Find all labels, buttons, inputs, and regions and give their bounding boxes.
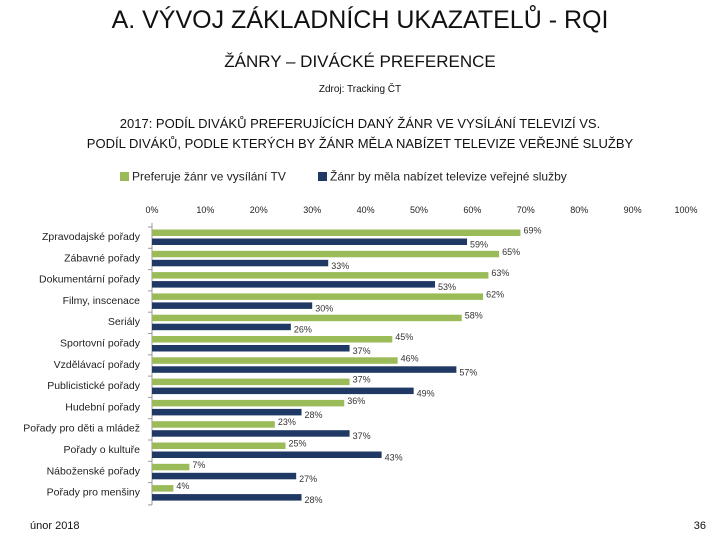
category-label: Seriály — [108, 316, 141, 328]
legend-label-preferuje: Preferuje žánr ve vysílání TV — [132, 170, 286, 184]
bar-preferuje — [152, 336, 393, 343]
data-label-preferuje: 23% — [278, 417, 296, 427]
data-label-verejna-sluzba: 37% — [353, 346, 371, 356]
data-label-verejna-sluzba: 30% — [315, 303, 333, 313]
x-tick-label: 40% — [357, 205, 375, 215]
bar-preferuje — [152, 314, 462, 322]
data-label-verejna-sluzba: 28% — [305, 410, 323, 420]
bar-preferuje — [152, 357, 398, 364]
source-note: Zdroj: Tracking ČT — [318, 84, 402, 95]
data-label-preferuje: 37% — [353, 375, 371, 385]
category-label: Zpravodajské pořady — [42, 231, 141, 243]
bar-verejna-sluzba — [152, 472, 297, 480]
category-label: Pořady pro menšiny — [47, 487, 141, 499]
data-label-verejna-sluzba: 28% — [305, 495, 323, 505]
bar-preferuje — [152, 442, 286, 449]
data-label-preferuje: 45% — [395, 332, 413, 342]
data-label-preferuje: 7% — [192, 460, 205, 470]
x-tick-label: 50% — [410, 205, 428, 215]
data-label-preferuje: 65% — [502, 247, 520, 257]
category-label: Filmy, inscenace — [63, 295, 141, 307]
x-tick-label: 80% — [570, 205, 588, 215]
chart-title: 2017: PODÍL DIVÁKŮ PREFERUJÍCÍCH DANÝ ŽÁ… — [40, 114, 680, 154]
bar-verejna-sluzba — [152, 238, 468, 245]
bar-preferuje — [152, 250, 500, 258]
data-label-verejna-sluzba: 49% — [417, 389, 435, 399]
category-label: Pořady o kultuře — [64, 444, 141, 456]
chart-title-line-1: 2017: PODÍL DIVÁKŮ PREFERUJÍCÍCH DANÝ ŽÁ… — [119, 116, 601, 131]
data-label-verejna-sluzba: 59% — [470, 240, 488, 250]
bar-preferuje — [152, 229, 521, 236]
x-tick-label: 60% — [463, 205, 481, 215]
data-label-preferuje: 4% — [176, 481, 189, 491]
bar-verejna-sluzba — [152, 302, 313, 309]
data-label-preferuje: 25% — [289, 439, 307, 449]
bar-verejna-sluzba — [152, 366, 457, 373]
data-label-verejna-sluzba: 53% — [438, 282, 456, 292]
data-label-preferuje: 36% — [347, 396, 365, 406]
x-tick-label: 0% — [145, 205, 158, 215]
x-tick-label: 20% — [250, 205, 268, 215]
data-label-preferuje: 69% — [523, 226, 541, 236]
x-tick-label: 30% — [303, 205, 321, 215]
legend-swatch-verejna-sluzba — [318, 172, 327, 181]
bar-preferuje — [152, 293, 484, 300]
x-tick-label: 70% — [517, 205, 535, 215]
legend-swatch-preferuje — [120, 172, 129, 181]
data-label-verejna-sluzba: 33% — [331, 261, 349, 271]
data-label-verejna-sluzba: 26% — [294, 325, 312, 335]
page-number: 36 — [693, 520, 706, 532]
category-label: Zábavné pořady — [64, 252, 141, 264]
x-tick-label: 90% — [624, 205, 642, 215]
data-label-verejna-sluzba: 43% — [385, 453, 403, 463]
category-label: Publicistické pořady — [47, 380, 141, 392]
bar-preferuje — [152, 421, 275, 428]
data-label-verejna-sluzba: 27% — [299, 474, 317, 484]
category-label: Náboženské pořady — [47, 465, 141, 477]
bar-preferuje — [152, 272, 489, 279]
bar-preferuje — [152, 378, 350, 386]
x-tick-label: 100% — [674, 205, 697, 215]
bar-verejna-sluzba — [152, 345, 350, 352]
bar-verejna-sluzba — [152, 451, 382, 458]
category-label: Pořady pro děti a mládež — [23, 423, 140, 435]
chart-title-line-2: PODÍL DIVÁKŮ, PODLE KTERÝCH BY ŽÁNR MĚLA… — [86, 136, 634, 151]
data-label-preferuje: 63% — [491, 268, 509, 278]
bar-verejna-sluzba — [152, 430, 350, 437]
footer-date: únor 2018 — [30, 520, 80, 532]
data-label-verejna-sluzba: 37% — [353, 431, 371, 441]
data-label-preferuje: 46% — [401, 353, 419, 363]
slide-title: A. VÝVOJ ZÁKLADNÍCH UKAZATELŮ - RQI — [111, 6, 609, 34]
bar-verejna-sluzba — [152, 281, 436, 288]
legend-label-verejna-sluzba: Žánr by měla nabízet televize veřejné sl… — [330, 169, 567, 184]
data-label-preferuje: 62% — [486, 289, 504, 299]
bar-preferuje — [152, 399, 345, 407]
data-label-preferuje: 58% — [465, 311, 483, 321]
bar-verejna-sluzba — [152, 323, 291, 331]
bar-verejna-sluzba — [152, 259, 329, 267]
bar-preferuje — [152, 463, 190, 471]
slide-subtitle: ŽÁNRY – DIVÁCKÉ PREFERENCE — [224, 52, 496, 71]
bar-preferuje — [152, 485, 174, 492]
category-label: Sportovní pořady — [60, 338, 141, 350]
data-label-verejna-sluzba: 57% — [459, 367, 477, 377]
bar-verejna-sluzba — [152, 408, 302, 416]
bar-verejna-sluzba — [152, 387, 414, 395]
category-label: Vzdělávací pořady — [54, 359, 141, 371]
x-tick-label: 10% — [196, 205, 214, 215]
category-label: Dokumentární pořady — [39, 274, 141, 286]
category-label: Hudební pořady — [65, 401, 140, 413]
bar-verejna-sluzba — [152, 494, 302, 501]
